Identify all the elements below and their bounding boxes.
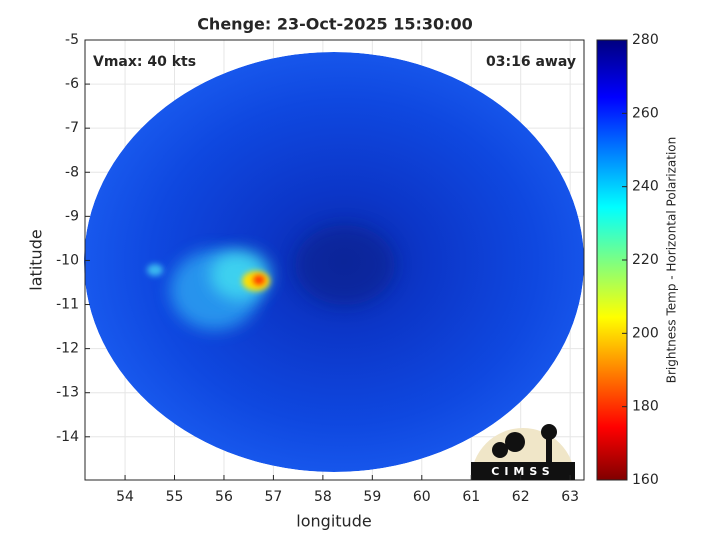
annotation: Vmax: 40 kts [93, 54, 196, 70]
colorbar-tick-label: 280 [632, 32, 659, 48]
y-tick-label: -6 [65, 76, 79, 92]
colorbar-tick-label: 160 [632, 472, 659, 488]
logo-text: CIMSS [491, 465, 554, 478]
colorbar-tick-label: 220 [632, 252, 659, 268]
colorbar-label: Brightness Temp - Horizontal Polarizatio… [665, 137, 679, 384]
y-tick-label: -13 [56, 385, 79, 401]
x-tick-label: 61 [462, 489, 480, 505]
y-axis-label: latitude [27, 229, 46, 290]
colorbar-tick-label: 240 [632, 179, 659, 195]
satellite-image [84, 52, 584, 472]
y-tick-label: -14 [56, 429, 79, 445]
x-tick-label: 57 [265, 489, 283, 505]
x-tick-label: 62 [512, 489, 530, 505]
x-axis-label: longitude [296, 512, 371, 531]
y-tick-label: -8 [65, 164, 79, 180]
chart-title: Chenge: 23-Oct-2025 15:30:00 [197, 15, 473, 34]
x-tick-label: 58 [314, 489, 332, 505]
x-tick-label: 54 [116, 489, 134, 505]
logo: CIMSS [471, 424, 575, 480]
annotation: 03:16 away [486, 54, 576, 70]
colorbar-tick-label: 260 [632, 105, 659, 121]
x-tick-label: 63 [561, 489, 579, 505]
y-tick-label: -9 [65, 208, 79, 224]
y-tick-label: -7 [65, 120, 79, 136]
y-tick-label: -12 [56, 341, 79, 357]
x-tick-label: 60 [413, 489, 431, 505]
colorbar-tick-label: 200 [632, 325, 659, 341]
x-tick-label: 59 [363, 489, 381, 505]
y-tick-label: -5 [65, 32, 79, 48]
y-tick-label: -10 [56, 252, 79, 268]
x-tick-label: 55 [166, 489, 184, 505]
y-tick-label: -11 [56, 297, 79, 313]
colorbar-tick-label: 180 [632, 399, 659, 415]
x-tick-label: 56 [215, 489, 233, 505]
